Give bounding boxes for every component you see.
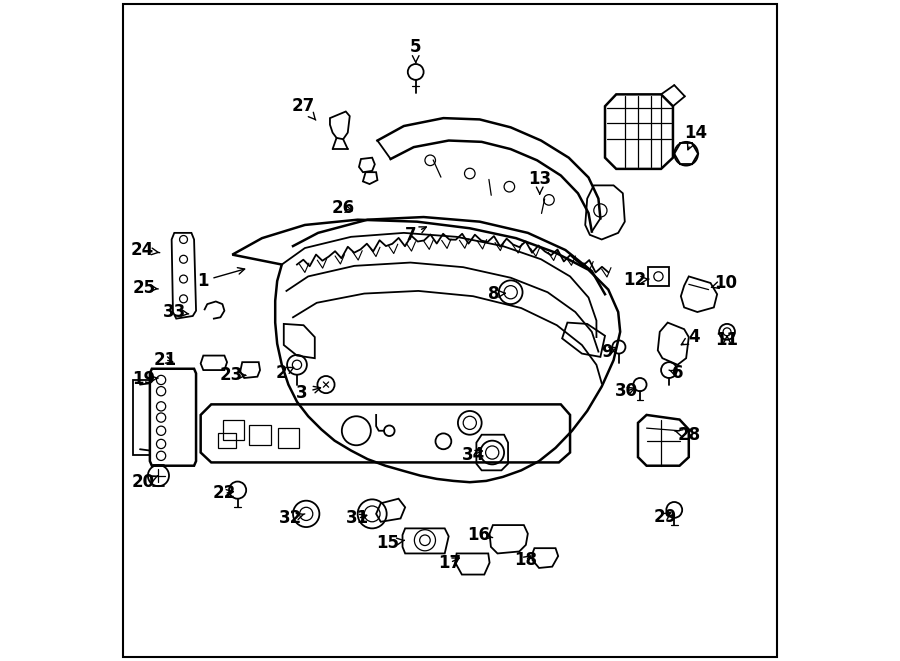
Text: 8: 8 xyxy=(488,285,505,303)
Text: 14: 14 xyxy=(684,124,706,150)
Text: 25: 25 xyxy=(132,279,158,297)
Circle shape xyxy=(464,416,476,430)
Text: 33: 33 xyxy=(163,303,189,321)
Text: 6: 6 xyxy=(669,364,683,382)
Text: 4: 4 xyxy=(681,328,700,346)
Text: 30: 30 xyxy=(616,382,638,400)
Text: 12: 12 xyxy=(623,272,649,290)
Bar xyxy=(648,267,669,286)
Text: 19: 19 xyxy=(132,370,158,388)
Text: 3: 3 xyxy=(296,384,320,402)
Text: 18: 18 xyxy=(514,551,536,569)
Text: 15: 15 xyxy=(376,534,404,552)
Text: 10: 10 xyxy=(711,274,737,292)
Text: 2: 2 xyxy=(276,364,293,382)
Text: 26: 26 xyxy=(331,200,355,217)
Text: 9: 9 xyxy=(601,342,617,361)
Text: 1: 1 xyxy=(197,268,245,290)
Text: 17: 17 xyxy=(438,554,462,572)
Text: 22: 22 xyxy=(212,485,236,502)
Text: 32: 32 xyxy=(279,510,305,527)
Text: 24: 24 xyxy=(131,241,160,259)
Text: 13: 13 xyxy=(528,170,552,194)
Text: 29: 29 xyxy=(653,508,677,525)
Text: 21: 21 xyxy=(154,350,176,369)
Bar xyxy=(223,420,244,440)
Text: 27: 27 xyxy=(292,97,316,120)
Text: 16: 16 xyxy=(467,526,492,544)
Text: 23: 23 xyxy=(220,366,246,384)
Bar xyxy=(249,426,271,446)
Text: 31: 31 xyxy=(346,510,369,527)
Text: 28: 28 xyxy=(674,426,700,444)
Text: 20: 20 xyxy=(131,473,158,491)
Text: 34: 34 xyxy=(462,446,485,463)
Text: 11: 11 xyxy=(716,331,739,350)
Bar xyxy=(278,428,299,448)
Bar xyxy=(218,434,237,448)
Text: 5: 5 xyxy=(410,38,421,62)
Text: 7: 7 xyxy=(405,226,427,244)
